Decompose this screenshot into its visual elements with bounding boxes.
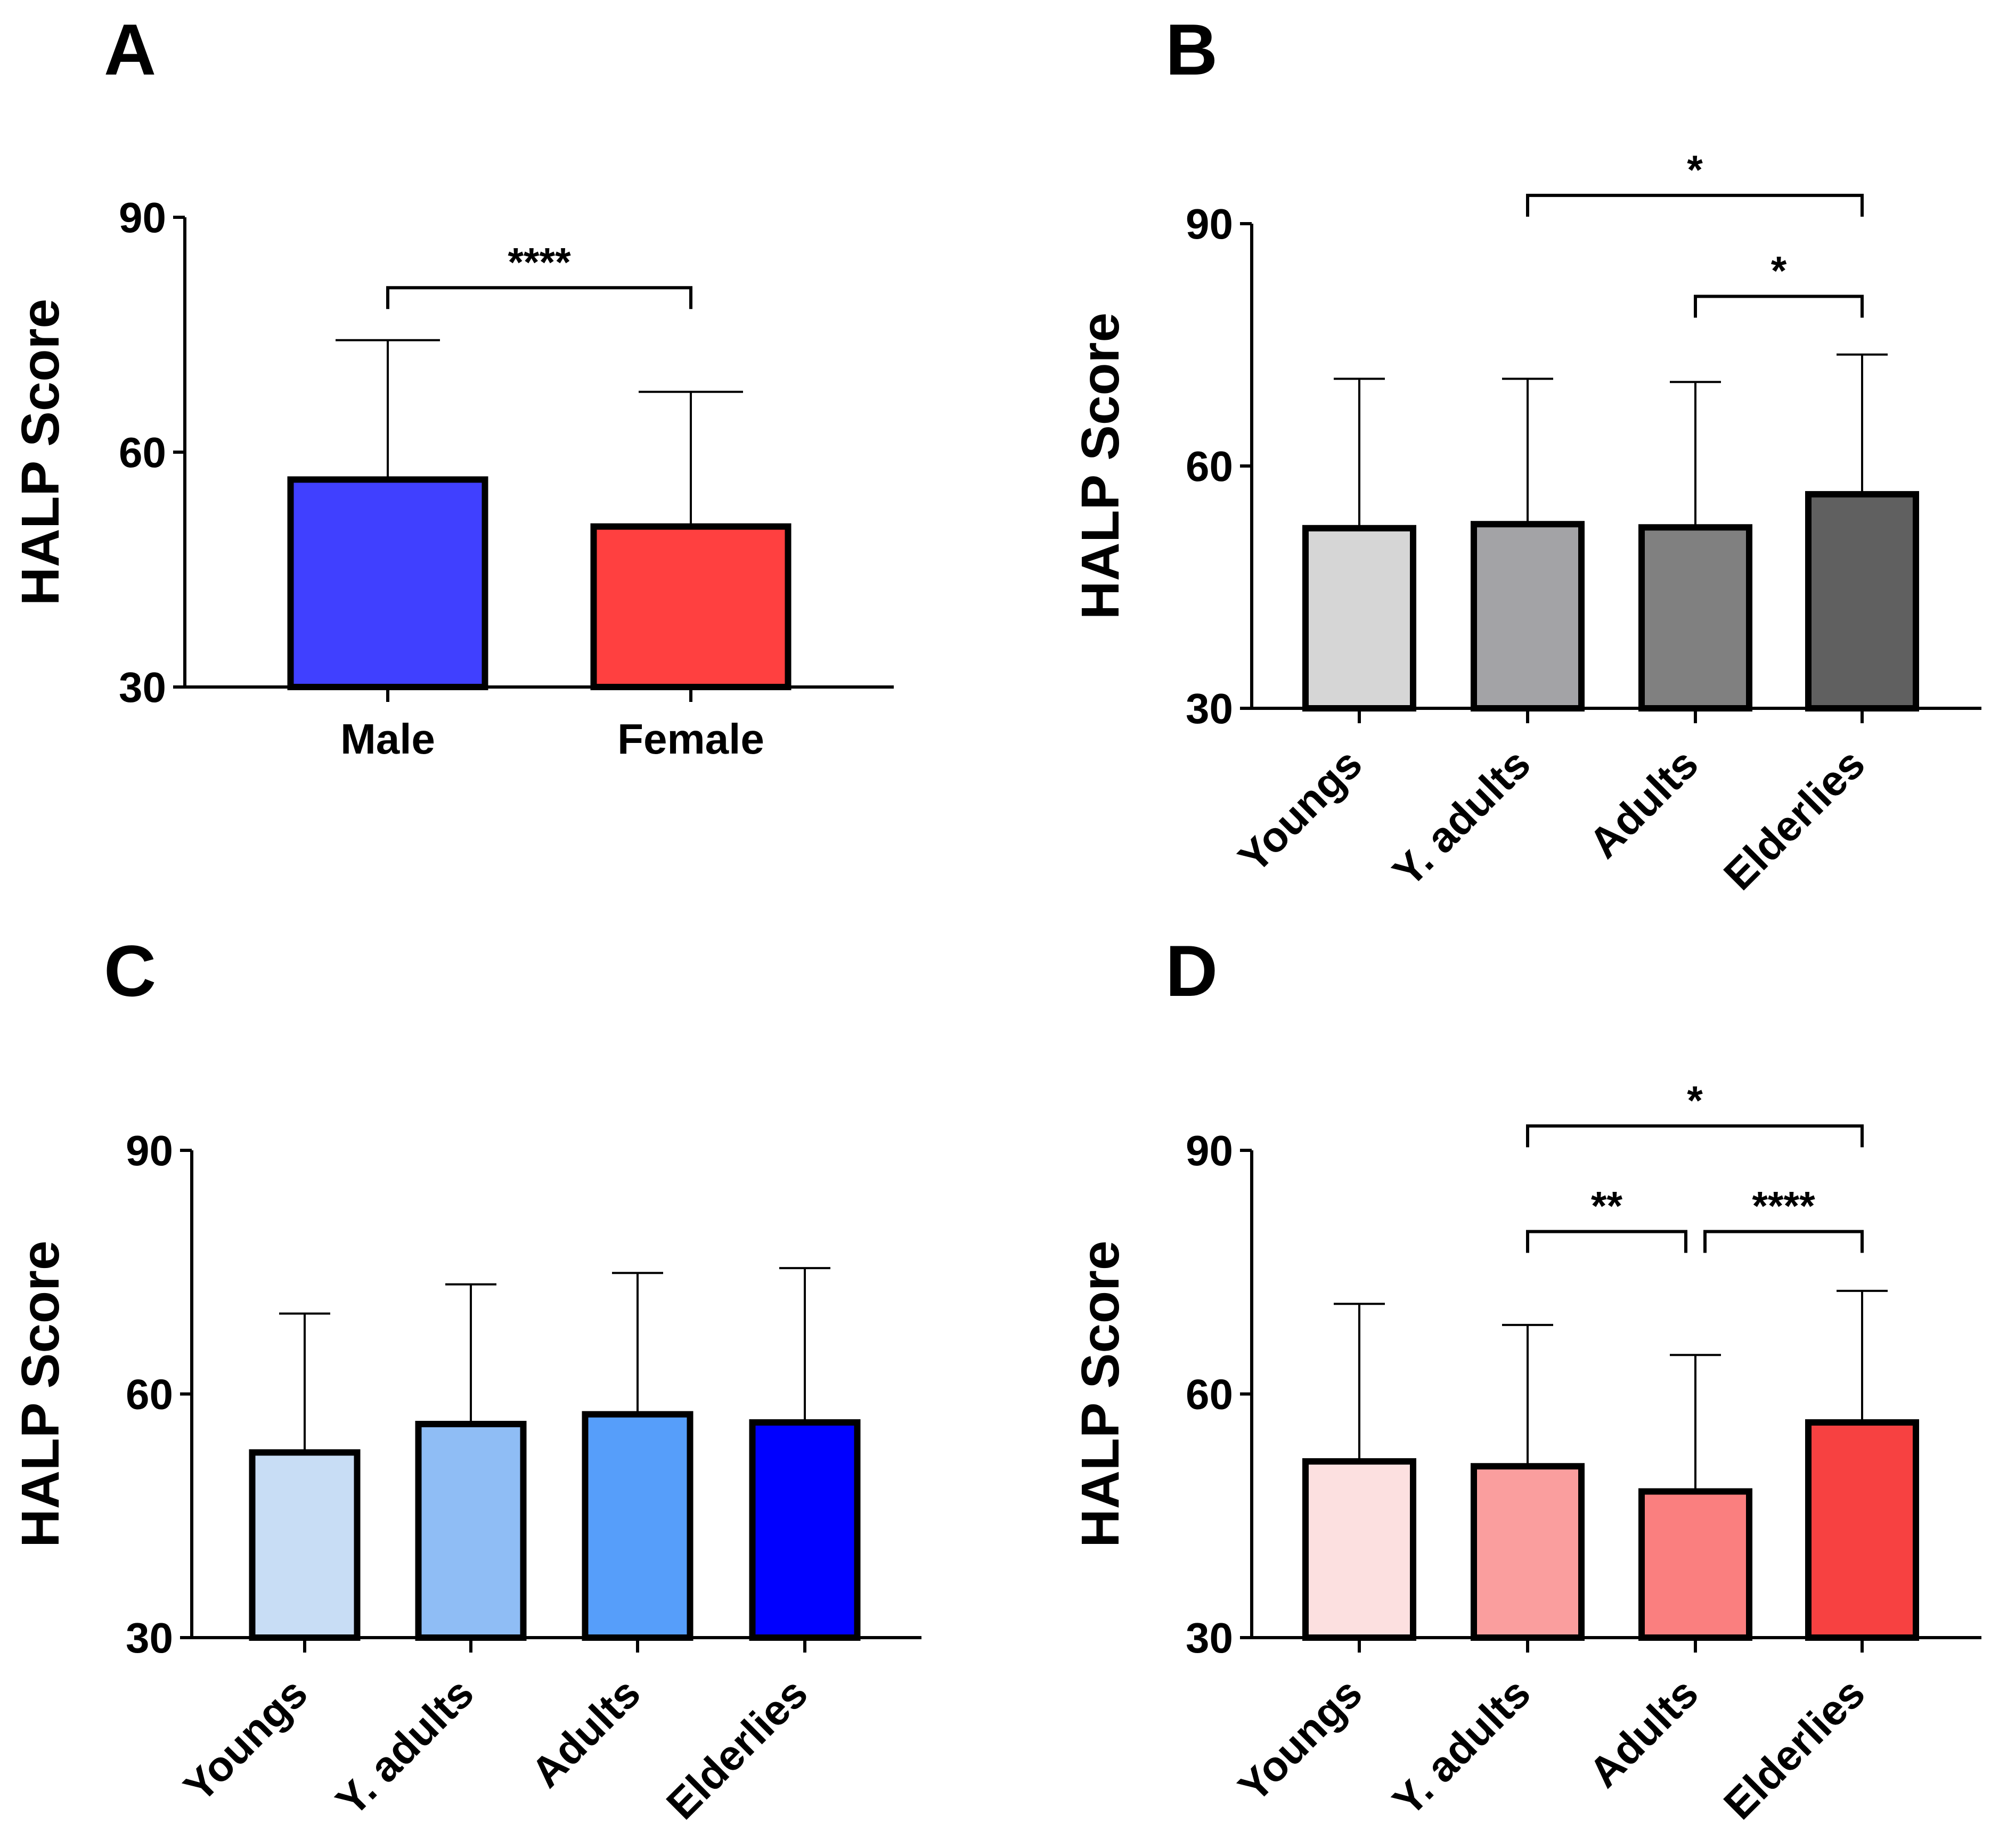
- significance-bracket-d-0: [1526, 1124, 1864, 1148]
- bar-a-male: [287, 476, 488, 690]
- x-tick-label-c-adults: Adults: [522, 1669, 649, 1796]
- y-tick-label-d-60: 60: [1186, 1371, 1233, 1418]
- significance-bracket-a-0: [386, 286, 692, 309]
- bar-b-adults: [1638, 524, 1752, 712]
- significance-label-d-0: *: [1687, 1078, 1703, 1123]
- significance-label-a-0: ****: [508, 240, 571, 285]
- panel-label-a: A: [104, 9, 156, 90]
- significance-label-b-1: *: [1771, 249, 1787, 294]
- x-tick-label-c-y-adults: Y. adults: [327, 1669, 483, 1825]
- bar-c-elderlies: [749, 1419, 861, 1641]
- significance-bracket-d-2: [1703, 1230, 1864, 1253]
- panel-label-d: D: [1165, 930, 1218, 1011]
- x-tick-label-b-elderlies: Elderlies: [1715, 740, 1874, 899]
- bar-b-youngs: [1302, 525, 1416, 712]
- x-tick-label-b-youngs: Youngs: [1229, 740, 1371, 881]
- x-tick-label-d-adults: Adults: [1580, 1669, 1707, 1796]
- bar-d-y-adults: [1471, 1463, 1585, 1641]
- y-tick-label-c-30: 30: [126, 1614, 173, 1662]
- significance-label-d-2: ****: [1752, 1184, 1815, 1229]
- bar-c-y-adults: [415, 1420, 527, 1641]
- x-tick-label-b-adults: Adults: [1580, 740, 1707, 867]
- panel-b: B HALP Score 30 60 90 Youngs Y. adults Adults El…: [1071, 9, 1981, 899]
- x-tick-label-d-elderlies: Elderlies: [1715, 1669, 1874, 1828]
- bar-c-youngs: [249, 1449, 361, 1641]
- significance-bracket-b-0: [1526, 193, 1864, 217]
- bar-d-elderlies: [1805, 1419, 1919, 1641]
- y-tick-label-b-60: 60: [1186, 443, 1233, 490]
- significance-label-b-0: *: [1687, 148, 1703, 193]
- x-tick-label-c-elderlies: Elderlies: [657, 1669, 817, 1828]
- bar-d-adults: [1638, 1488, 1752, 1641]
- panel-a: A HALP Score 30 60 90 Male Female ****: [11, 9, 894, 763]
- bar-d-youngs: [1302, 1458, 1416, 1641]
- y-tick-label-c-60: 60: [126, 1371, 173, 1418]
- x-tick-label-b-y-adults: Y. adults: [1384, 740, 1539, 895]
- significance-bracket-d-1: [1526, 1230, 1687, 1253]
- bar-a-female: [590, 523, 792, 691]
- y-axis-label-d: HALP Score: [1071, 1240, 1130, 1547]
- y-tick-label-b-30: 30: [1186, 685, 1233, 732]
- panel-d: D HALP Score 30 60 90 Youngs Y. adults Adults El…: [1071, 930, 1981, 1828]
- y-tick-label-d-30: 30: [1186, 1614, 1233, 1662]
- panel-c: C HALP Score 30 60 90 Youngs Y. adults Adults El…: [11, 930, 921, 1828]
- y-axis-label-b: HALP Score: [1071, 313, 1130, 619]
- y-tick-label-a-30: 30: [119, 664, 166, 711]
- x-tick-label-a-male: Male: [340, 715, 435, 763]
- significance-label-d-1: **: [1591, 1184, 1623, 1229]
- panel-label-c: C: [104, 930, 156, 1011]
- bar-b-elderlies: [1805, 491, 1919, 712]
- x-tick-label-d-youngs: Youngs: [1229, 1669, 1371, 1811]
- y-tick-label-d-90: 90: [1186, 1127, 1233, 1174]
- bar-c-adults: [582, 1411, 693, 1641]
- y-tick-label-a-60: 60: [119, 429, 166, 476]
- significance-bracket-b-1: [1694, 295, 1864, 318]
- y-tick-label-a-90: 90: [119, 194, 166, 241]
- y-tick-label-b-90: 90: [1186, 200, 1233, 248]
- panel-label-b: B: [1165, 9, 1218, 90]
- bar-b-y-adults: [1471, 521, 1585, 712]
- y-tick-label-c-90: 90: [126, 1127, 173, 1174]
- x-tick-label-d-y-adults: Y. adults: [1384, 1669, 1539, 1825]
- x-tick-label-c-youngs: Youngs: [175, 1669, 316, 1811]
- y-axis-label-c: HALP Score: [11, 1240, 70, 1547]
- y-axis-label-a: HALP Score: [11, 299, 70, 606]
- x-tick-label-a-female: Female: [617, 715, 764, 763]
